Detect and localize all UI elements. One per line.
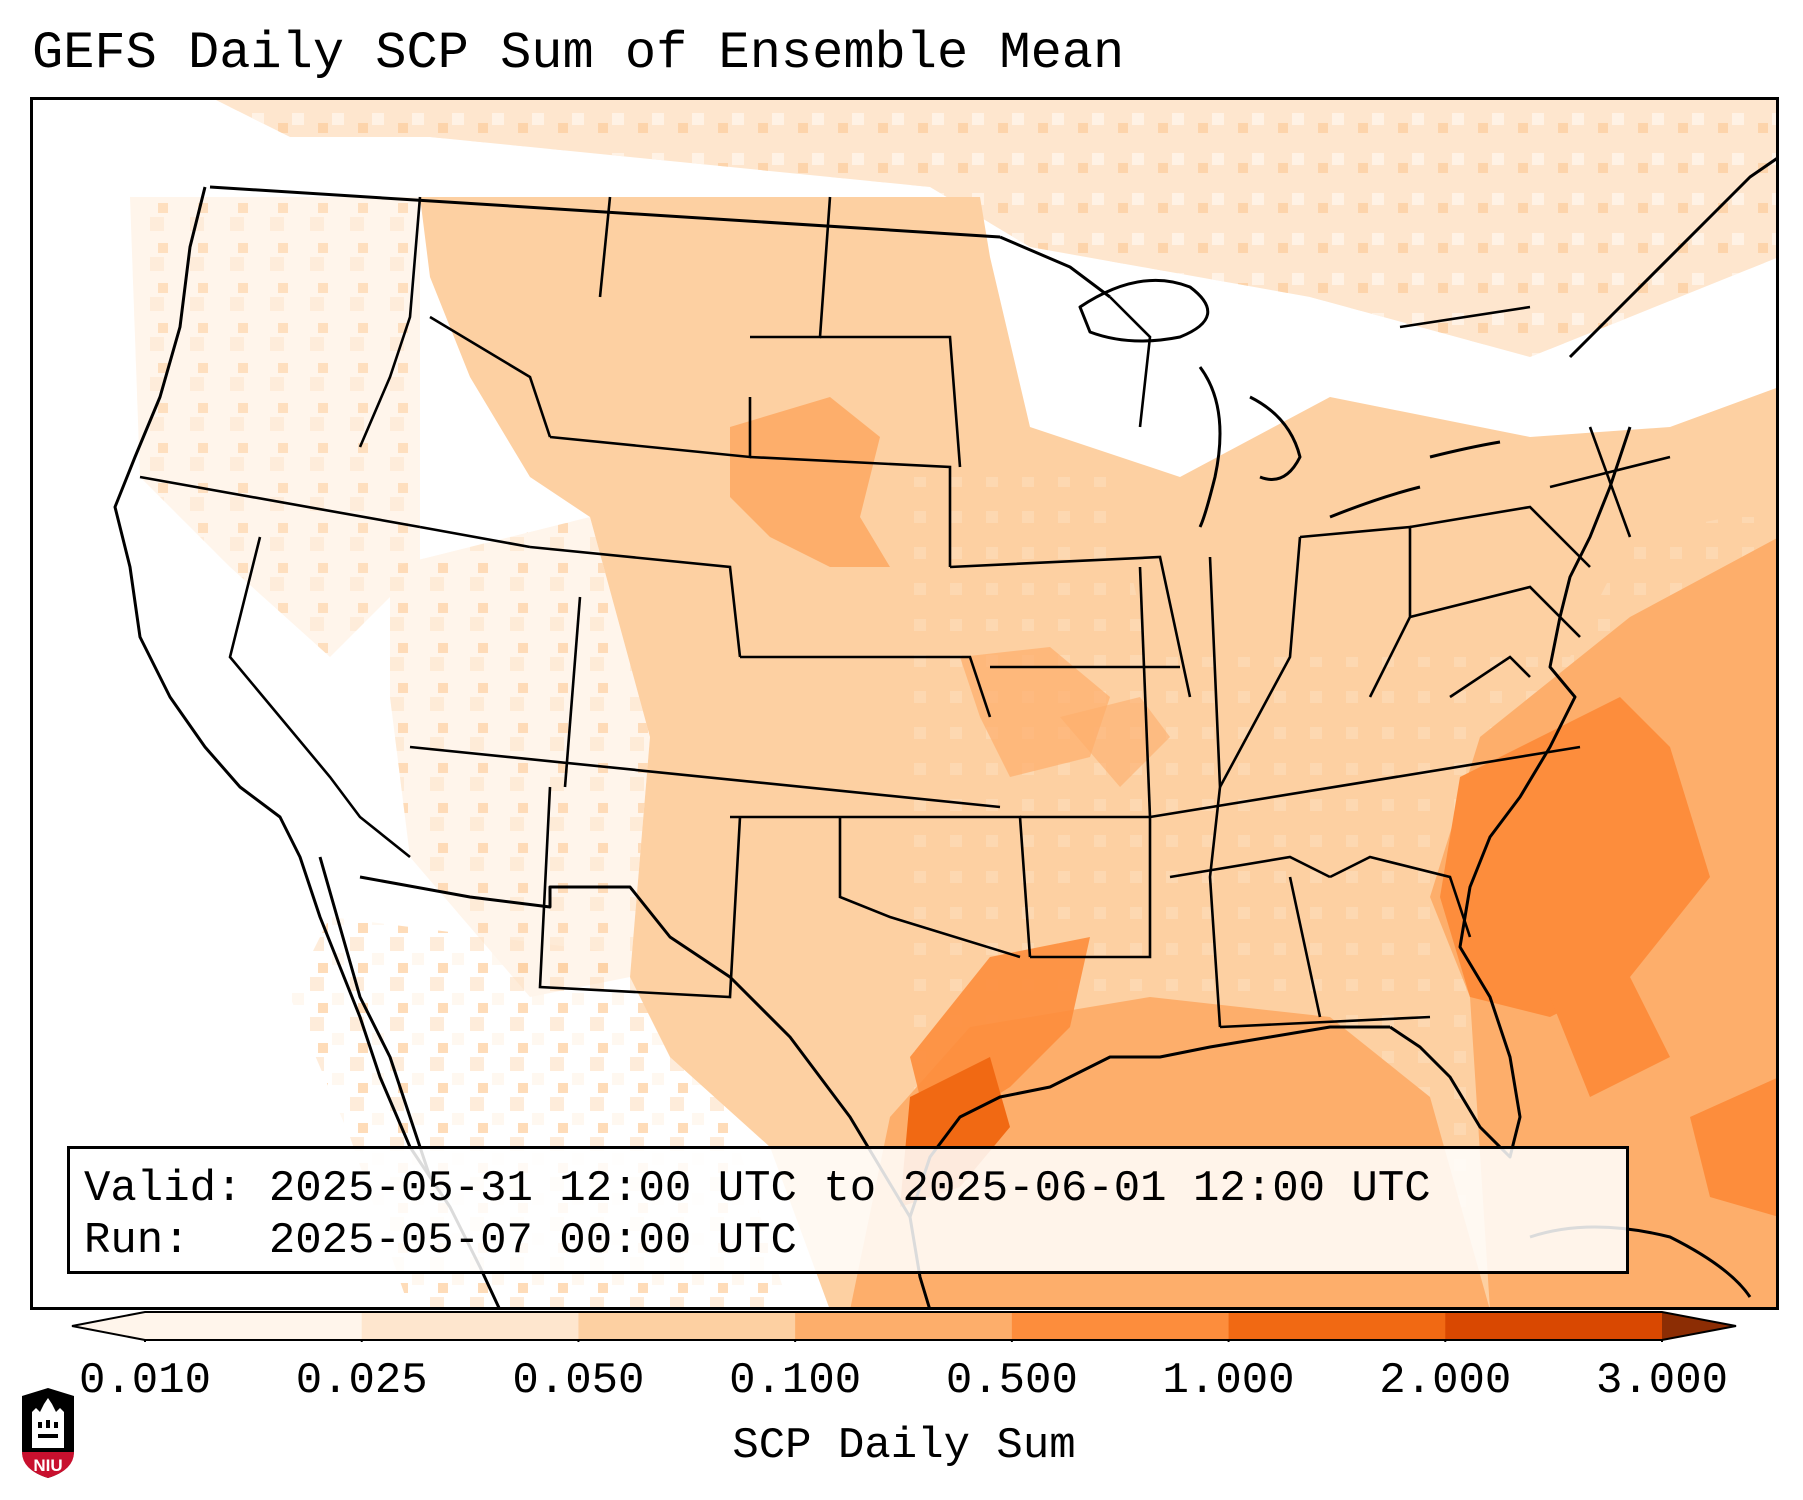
colorbar-tick-label: 0.050 xyxy=(512,1356,645,1406)
lake-erie xyxy=(1329,485,1421,519)
scp-map xyxy=(30,97,1779,1310)
colorbar-ticks xyxy=(144,1340,1663,1342)
valid-line: Valid: 2025-05-31 12:00 UTC to 2025-06-0… xyxy=(84,1163,1431,1215)
map-panel xyxy=(30,97,1779,1310)
colorbar-tick-label: 3.000 xyxy=(1595,1356,1729,1406)
atlantic-coastline-north xyxy=(1568,155,1779,359)
boundaries xyxy=(113,155,1779,1310)
mexico-border xyxy=(359,875,912,1218)
colorbar-segments xyxy=(72,1312,1736,1340)
lake-michigan-shore xyxy=(1198,366,1222,528)
colorbar xyxy=(71,1311,1737,1342)
colorbar-segment xyxy=(795,1312,1013,1340)
lake-superior xyxy=(1078,278,1210,343)
pacific-coastline xyxy=(113,186,502,1310)
map-border xyxy=(30,97,1779,1310)
run-time: 2025-05-07 00:00 UTC xyxy=(268,1216,797,1266)
colorbar-tick-label: 2.000 xyxy=(1379,1356,1512,1406)
validity-info-box: Valid: 2025-05-31 12:00 UTC to 2025-06-0… xyxy=(67,1146,1629,1274)
colorbar-segment xyxy=(1228,1312,1446,1340)
atlantic-coastline xyxy=(1389,426,1632,1159)
colorbar-tick-label: 1.000 xyxy=(1162,1356,1295,1406)
map-title: GEFS Daily SCP Sum of Ensemble Mean xyxy=(32,24,1125,83)
baja-coastline xyxy=(318,856,432,1178)
colorbar-tick-label: 0.025 xyxy=(295,1356,428,1406)
colorbar-segment xyxy=(1445,1312,1663,1340)
colorbar-tick-label: 0.010 xyxy=(78,1356,212,1406)
lake-ontario xyxy=(1429,440,1501,459)
colorbar-segment xyxy=(578,1312,796,1340)
niu-logo: NIU xyxy=(18,1386,78,1480)
colorbar-segment xyxy=(1011,1312,1230,1340)
state-lines xyxy=(139,196,1671,1029)
colorbar-extend-low xyxy=(72,1312,145,1340)
colorbar-tick-label: 0.100 xyxy=(729,1356,862,1406)
colorbar-label: SCP Daily Sum xyxy=(732,1421,1076,1471)
lake-huron xyxy=(1249,395,1302,481)
valid-time-range: 2025-05-31 12:00 UTC to 2025-06-01 12:00… xyxy=(268,1164,1431,1214)
niu-shield-icon xyxy=(22,1388,74,1478)
colorbar-segment xyxy=(145,1312,363,1340)
run-label: Run: xyxy=(84,1216,190,1266)
valid-label: Valid: xyxy=(84,1164,243,1214)
colorbar-tick-label: 0.500 xyxy=(945,1356,1078,1406)
colorbar-extend-high xyxy=(1662,1312,1736,1340)
run-line: Run: 2025-05-07 00:00 UTC xyxy=(84,1215,797,1267)
colorbar-segment xyxy=(361,1312,579,1340)
niu-logo-text: NIU xyxy=(33,1456,63,1475)
canada-border xyxy=(209,185,1001,239)
